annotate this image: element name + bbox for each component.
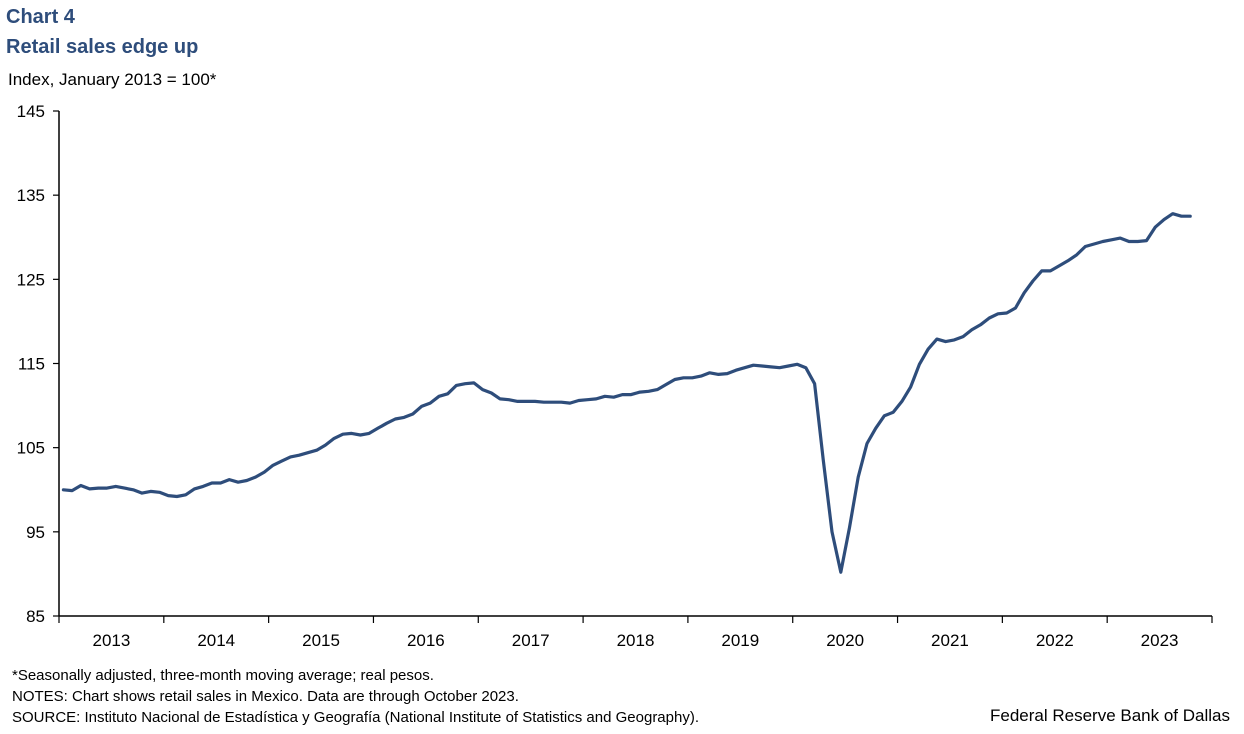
y-tick-label: 95 bbox=[26, 523, 45, 542]
y-tick-label: 85 bbox=[26, 607, 45, 626]
chart-title: Retail sales edge up bbox=[6, 36, 199, 58]
x-tick-label: 2019 bbox=[721, 631, 759, 650]
x-tick-label: 2014 bbox=[197, 631, 235, 650]
series-line-retail-sales-index bbox=[61, 212, 1192, 574]
y-tick-label: 105 bbox=[17, 439, 45, 458]
footnote-notes: NOTES: Chart shows retail sales in Mexic… bbox=[12, 688, 519, 705]
publisher-credit: Federal Reserve Bank of Dallas bbox=[989, 706, 1230, 725]
x-tick-label: 2018 bbox=[617, 631, 655, 650]
y-tick-label: 115 bbox=[18, 355, 45, 374]
x-tick-label: 2020 bbox=[826, 631, 864, 650]
x-tick-label: 2022 bbox=[1036, 631, 1074, 650]
footnote-source: SOURCE: Instituto Nacional de Estadístic… bbox=[12, 709, 699, 726]
x-tick-label: 2013 bbox=[92, 631, 130, 650]
x-tick-label: 2015 bbox=[302, 631, 340, 650]
x-tick-label: 2016 bbox=[407, 631, 445, 650]
x-tick-label: 2021 bbox=[931, 631, 969, 650]
y-axis-unit-label: Index, January 2013 = 100* bbox=[8, 70, 217, 89]
footnotes: *Seasonally adjusted, three-month moving… bbox=[12, 665, 699, 728]
y-tick-label: 145 bbox=[17, 102, 45, 121]
x-tick-label: 2017 bbox=[512, 631, 550, 650]
y-tick-label: 135 bbox=[17, 186, 45, 205]
chart-label: Chart 4 bbox=[6, 6, 75, 28]
x-tick-label: 2023 bbox=[1141, 631, 1179, 650]
footnote-seasonal: *Seasonally adjusted, three-month moving… bbox=[12, 667, 434, 684]
y-tick-label: 125 bbox=[17, 270, 45, 289]
